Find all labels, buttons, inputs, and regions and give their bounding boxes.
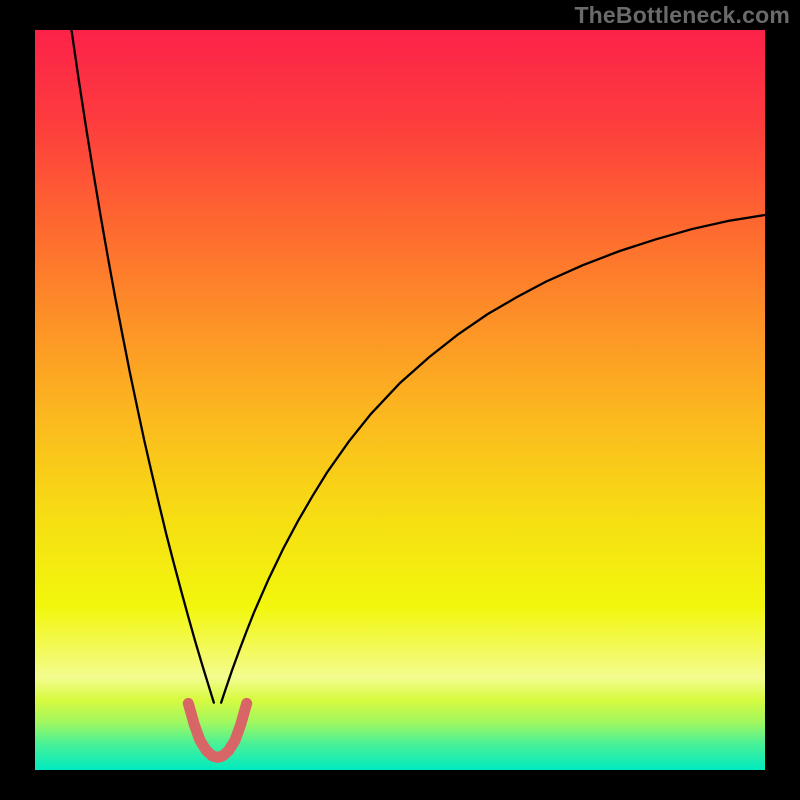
plot-area xyxy=(35,30,765,770)
watermark-text: TheBottleneck.com xyxy=(574,2,790,29)
bottleneck-chart: TheBottleneck.com xyxy=(0,0,800,800)
